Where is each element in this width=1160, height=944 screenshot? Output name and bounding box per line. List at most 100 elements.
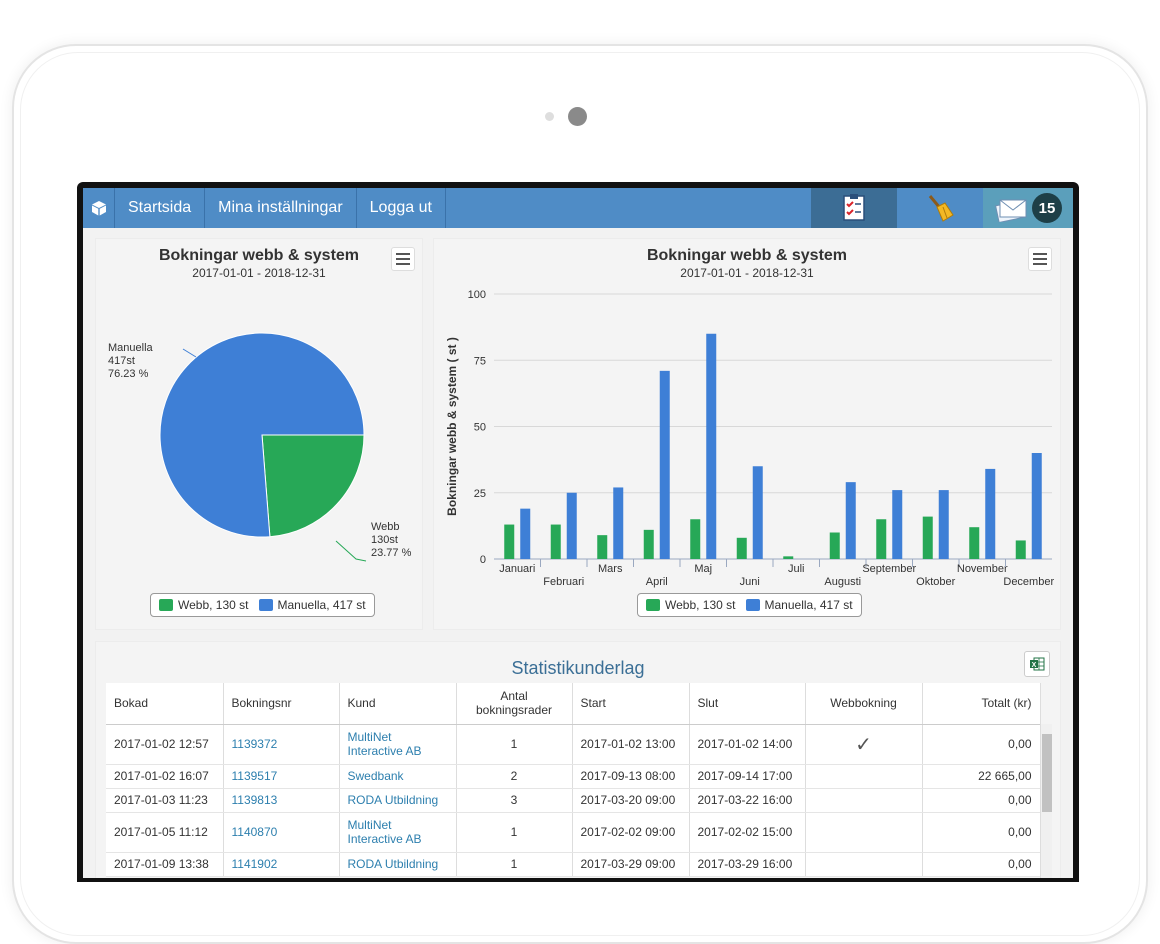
bar-manuella[interactable] bbox=[845, 482, 856, 559]
customer-link[interactable]: RODA Utbildning bbox=[339, 852, 457, 877]
bar-manuella[interactable] bbox=[1031, 453, 1042, 559]
cell-slut: 2017-03-22 16:00 bbox=[689, 788, 806, 813]
table-row[interactable]: 2017-01-05 11:12 1140870 MultiNet Intera… bbox=[106, 812, 1041, 853]
bar-webb[interactable] bbox=[876, 519, 887, 559]
cell-slut: 2017-03-29 16:00 bbox=[689, 852, 806, 877]
scrollbar-thumb[interactable] bbox=[1042, 734, 1052, 812]
booking-number-link[interactable]: 1141902 bbox=[223, 852, 340, 877]
excel-export-button[interactable]: X bbox=[1024, 651, 1050, 677]
bar-manuella[interactable] bbox=[613, 487, 624, 559]
customer-link[interactable]: MultiNet Interactive AB bbox=[339, 724, 457, 765]
bar-manuella[interactable] bbox=[752, 466, 763, 559]
pie-slice-webb[interactable] bbox=[261, 434, 365, 538]
tasks-button[interactable] bbox=[811, 188, 897, 228]
pie-label-manuella-name: Manuella bbox=[108, 342, 154, 354]
column-header-slut[interactable]: Slut bbox=[689, 683, 806, 725]
pie-slice-manuella[interactable] bbox=[159, 332, 365, 538]
table-scrollbar[interactable] bbox=[1040, 724, 1052, 878]
checklist-icon bbox=[843, 194, 865, 221]
bar-manuella[interactable] bbox=[892, 490, 903, 559]
messages-button[interactable]: 15 bbox=[983, 188, 1073, 228]
bar-chart-subtitle: 2017-01-01 - 2018-12-31 bbox=[680, 266, 814, 280]
cell-antal: 1 bbox=[456, 724, 573, 765]
camera-dot bbox=[568, 107, 587, 126]
bar-manuella[interactable] bbox=[566, 492, 577, 559]
booking-number-link[interactable]: 1139372 bbox=[223, 724, 340, 765]
column-header-webbokning[interactable]: Webbokning bbox=[805, 683, 923, 725]
bar-webb[interactable] bbox=[643, 529, 654, 559]
tablet-screen: Startsida Mina inställningar Logga ut bbox=[77, 182, 1079, 882]
column-header-bokningsnr[interactable]: Bokningsnr bbox=[223, 683, 340, 725]
legend-item-webb[interactable]: Webb, 130 st bbox=[646, 598, 736, 612]
y-tick-label: 75 bbox=[474, 355, 486, 367]
bar-manuella[interactable] bbox=[706, 333, 717, 559]
bar-manuella[interactable] bbox=[938, 490, 949, 559]
customer-link[interactable]: Swedbank bbox=[339, 764, 457, 789]
dashboard-content: Bokningar webb & system 2017-01-01 - 201… bbox=[83, 228, 1073, 878]
legend-item-manuella[interactable]: Manuella, 417 st bbox=[258, 598, 366, 612]
cell-slut: 2017-09-14 17:00 bbox=[689, 764, 806, 789]
box-icon[interactable] bbox=[83, 188, 115, 228]
column-header-start[interactable]: Start bbox=[572, 683, 690, 725]
bar-chart-menu-button[interactable] bbox=[1028, 247, 1052, 271]
bar-webb[interactable] bbox=[969, 527, 980, 559]
bar-webb[interactable] bbox=[922, 516, 933, 559]
cell-totalt: 0,00 bbox=[922, 812, 1041, 853]
x-tick-label: Mars bbox=[598, 563, 623, 575]
app: Startsida Mina inställningar Logga ut bbox=[83, 188, 1073, 878]
table-row[interactable]: 2017-01-03 11:23 1139813 RODA Utbildning… bbox=[106, 788, 1041, 813]
bar-manuella[interactable] bbox=[520, 508, 531, 559]
cell-webbokning bbox=[805, 812, 923, 853]
booking-number-link[interactable]: 1139517 bbox=[223, 764, 340, 789]
cell-slut: 2017-02-02 15:00 bbox=[689, 812, 806, 853]
nav-startsida[interactable]: Startsida bbox=[115, 188, 206, 228]
column-header-antal[interactable]: Antal bokningsrader bbox=[456, 683, 573, 725]
table-row[interactable]: 2017-01-02 12:57 1139372 MultiNet Intera… bbox=[106, 724, 1041, 765]
bar-webb[interactable] bbox=[504, 524, 515, 559]
bar-webb[interactable] bbox=[1015, 540, 1026, 559]
cell-start: 2017-03-20 09:00 bbox=[572, 788, 690, 813]
legend-item-manuella[interactable]: Manuella, 417 st bbox=[745, 598, 853, 612]
clean-button[interactable] bbox=[897, 188, 983, 228]
y-tick-label: 100 bbox=[468, 289, 486, 301]
x-tick-label: Oktober bbox=[916, 576, 955, 588]
top-navbar: Startsida Mina inställningar Logga ut bbox=[83, 188, 1073, 228]
bar-webb[interactable] bbox=[829, 532, 840, 560]
x-tick-label: November bbox=[957, 563, 1008, 575]
nav-mina-installningar[interactable]: Mina inställningar bbox=[205, 188, 357, 228]
cell-start: 2017-03-29 09:00 bbox=[572, 852, 690, 877]
x-tick-label: Maj bbox=[694, 563, 712, 575]
bar-webb[interactable] bbox=[550, 524, 561, 559]
booking-number-link[interactable]: 1139813 bbox=[223, 788, 340, 813]
bar-webb[interactable] bbox=[783, 556, 794, 559]
bar-manuella[interactable] bbox=[659, 370, 670, 559]
column-header-bokad[interactable]: Bokad bbox=[106, 683, 224, 725]
broom-icon bbox=[928, 195, 954, 222]
pie-label-webb-count: 130st bbox=[371, 534, 398, 546]
booking-number-link[interactable]: 1140870 bbox=[223, 812, 340, 853]
x-tick-label: September bbox=[862, 563, 916, 575]
cell-webbokning bbox=[805, 764, 923, 789]
mail-icon bbox=[995, 199, 1027, 222]
table-header-row: Bokad Bokningsnr Kund Antal bokningsrade… bbox=[106, 683, 1041, 725]
cell-start: 2017-09-13 08:00 bbox=[572, 764, 690, 789]
bar-chart-panel: Bokningar webb & system 2017-01-01 - 201… bbox=[433, 238, 1061, 630]
column-header-totalt[interactable]: Totalt (kr) bbox=[922, 683, 1041, 725]
legend-item-webb[interactable]: Webb, 130 st bbox=[159, 598, 249, 612]
bar-webb[interactable] bbox=[736, 537, 747, 559]
column-header-kund[interactable]: Kund bbox=[339, 683, 457, 725]
table-row[interactable]: 2017-01-09 13:38 1141902 RODA Utbildning… bbox=[106, 852, 1041, 877]
pie-chart-menu-button[interactable] bbox=[391, 247, 415, 271]
y-tick-label: 50 bbox=[474, 422, 486, 434]
customer-link[interactable]: MultiNet Interactive AB bbox=[339, 812, 457, 853]
sensor-dot bbox=[545, 112, 554, 121]
bar-webb[interactable] bbox=[597, 535, 608, 559]
customer-link[interactable]: RODA Utbildning bbox=[339, 788, 457, 813]
bar-webb[interactable] bbox=[690, 519, 701, 559]
bar-manuella[interactable] bbox=[985, 468, 996, 559]
pie-label-manuella-percent: 76.23 % bbox=[108, 368, 149, 380]
nav-logga-ut[interactable]: Logga ut bbox=[357, 188, 446, 228]
table-row[interactable]: 2017-01-02 16:07 1139517 Swedbank 2 2017… bbox=[106, 764, 1041, 789]
statistics-title: Statistikunderlag bbox=[511, 658, 645, 678]
cell-webbokning bbox=[805, 788, 923, 813]
